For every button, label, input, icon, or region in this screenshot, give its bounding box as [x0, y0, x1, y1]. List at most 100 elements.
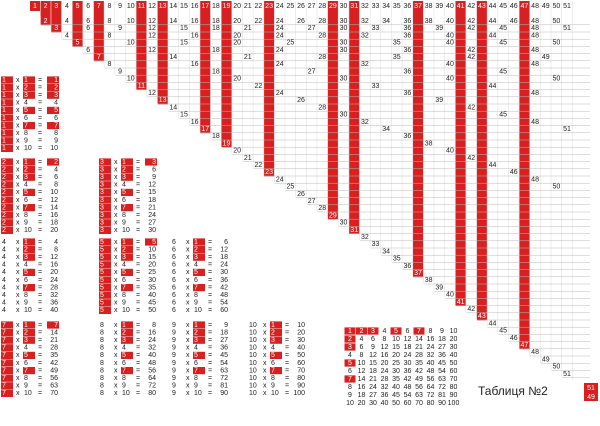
square-number: 14 — [415, 336, 423, 343]
multiple: 37 — [414, 270, 422, 277]
square-number: 64 — [427, 384, 435, 391]
equals-sign: = — [285, 322, 289, 329]
table-number: 4 — [54, 100, 58, 107]
square-number: 70 — [450, 376, 458, 383]
equals-sign: = — [136, 182, 140, 189]
table-number: 40 — [148, 352, 156, 359]
table-number: 15 — [148, 189, 156, 196]
table-number: 9 — [152, 174, 156, 181]
table-number: 3 — [194, 254, 198, 261]
multiple: 20 — [233, 18, 241, 25]
table-number: 1 — [194, 239, 198, 246]
table-number: 7 — [2, 367, 6, 374]
times-sign: x — [16, 262, 20, 269]
table-number: 2 — [2, 159, 6, 166]
equals-sign: = — [38, 239, 42, 246]
table-number: 6 — [172, 300, 176, 307]
multiple: 32 — [361, 32, 369, 39]
multiple: 45 — [499, 25, 507, 32]
table-number: 4 — [24, 262, 28, 269]
table-number: 3 — [194, 337, 198, 344]
table-number: 5 — [100, 269, 104, 276]
equals-sign: = — [38, 262, 42, 269]
table-number: 5 — [100, 254, 104, 261]
highlight — [1, 76, 13, 84]
highlight — [99, 299, 111, 307]
square-number: 15 — [392, 344, 400, 351]
table-number: 10 — [122, 227, 130, 234]
badge-number: 51 — [587, 385, 595, 392]
prime-bar — [40, 1, 51, 26]
times-sign: x — [16, 107, 20, 114]
multiple: 42 — [467, 18, 475, 25]
equals-sign: = — [208, 269, 212, 276]
table-number: 5 — [54, 107, 58, 114]
table-number: 8 — [100, 390, 104, 397]
square-number: 5 — [394, 328, 398, 335]
square-number: 3 — [348, 344, 352, 351]
header-number: 8 — [108, 3, 112, 10]
times-sign: x — [16, 145, 20, 152]
times-sign: x — [16, 329, 20, 336]
times-sign: x — [16, 277, 20, 284]
highlight — [23, 166, 35, 174]
times-sign: x — [263, 329, 267, 336]
prime-bar — [157, 1, 168, 105]
multiple: 50 — [552, 18, 560, 25]
table-number: 18 — [220, 254, 228, 261]
header-number: 10 — [127, 3, 135, 10]
table-number: 16 — [50, 212, 58, 219]
header-number: 34 — [382, 3, 390, 10]
header-number: 3 — [54, 3, 58, 10]
header-number: 20 — [233, 3, 241, 10]
highlight — [1, 129, 13, 137]
table-number: 72 — [148, 383, 156, 390]
equals-sign: = — [38, 254, 42, 261]
header-number: 50 — [552, 3, 560, 10]
square-number: 60 — [450, 368, 458, 375]
table-number: 6 — [172, 269, 176, 276]
times-sign: x — [114, 227, 118, 234]
table-number: 2 — [122, 166, 126, 173]
header-number: 43 — [478, 3, 486, 10]
header-number: 45 — [499, 3, 507, 10]
equals-sign: = — [136, 284, 140, 291]
prime-bar — [136, 1, 147, 90]
highlight — [1, 359, 13, 367]
highlight — [1, 99, 13, 107]
table-number: 10 — [50, 145, 58, 152]
table-number: 7 — [24, 284, 28, 291]
square-number: 72 — [438, 384, 446, 391]
square-number: 12 — [369, 352, 377, 359]
multiple: 36 — [404, 68, 412, 75]
multiple: 24 — [276, 18, 284, 25]
square-number: 24 — [369, 384, 377, 391]
square-number: 6 — [348, 368, 352, 375]
multiple: 48 — [531, 90, 539, 97]
square-number: 8 — [383, 336, 387, 343]
multiple: 7 — [97, 54, 101, 61]
equals-sign: = — [136, 189, 140, 196]
multiple: 44 — [489, 320, 497, 327]
times-sign: x — [16, 367, 20, 374]
square-number: 72 — [427, 392, 435, 399]
square-number: 48 — [427, 368, 435, 375]
equals-sign: = — [208, 307, 212, 314]
times-sign: x — [186, 300, 190, 307]
table-number: 27 — [220, 337, 228, 344]
table-number: 28 — [50, 345, 58, 352]
multiple: 16 — [191, 32, 199, 39]
equals-sign: = — [208, 239, 212, 246]
table-number: 80 — [297, 375, 305, 382]
table-number: 5 — [100, 239, 104, 246]
table-number: 10 — [24, 390, 32, 397]
times-sign: x — [114, 322, 118, 329]
table-number: 14 — [50, 329, 58, 336]
table-number: 3 — [54, 92, 58, 99]
equals-sign: = — [38, 360, 42, 367]
table-number: 8 — [100, 360, 104, 367]
multiple: 35 — [393, 256, 401, 263]
highlight — [1, 382, 13, 390]
times-sign: x — [16, 100, 20, 107]
square-number: 28 — [415, 352, 423, 359]
